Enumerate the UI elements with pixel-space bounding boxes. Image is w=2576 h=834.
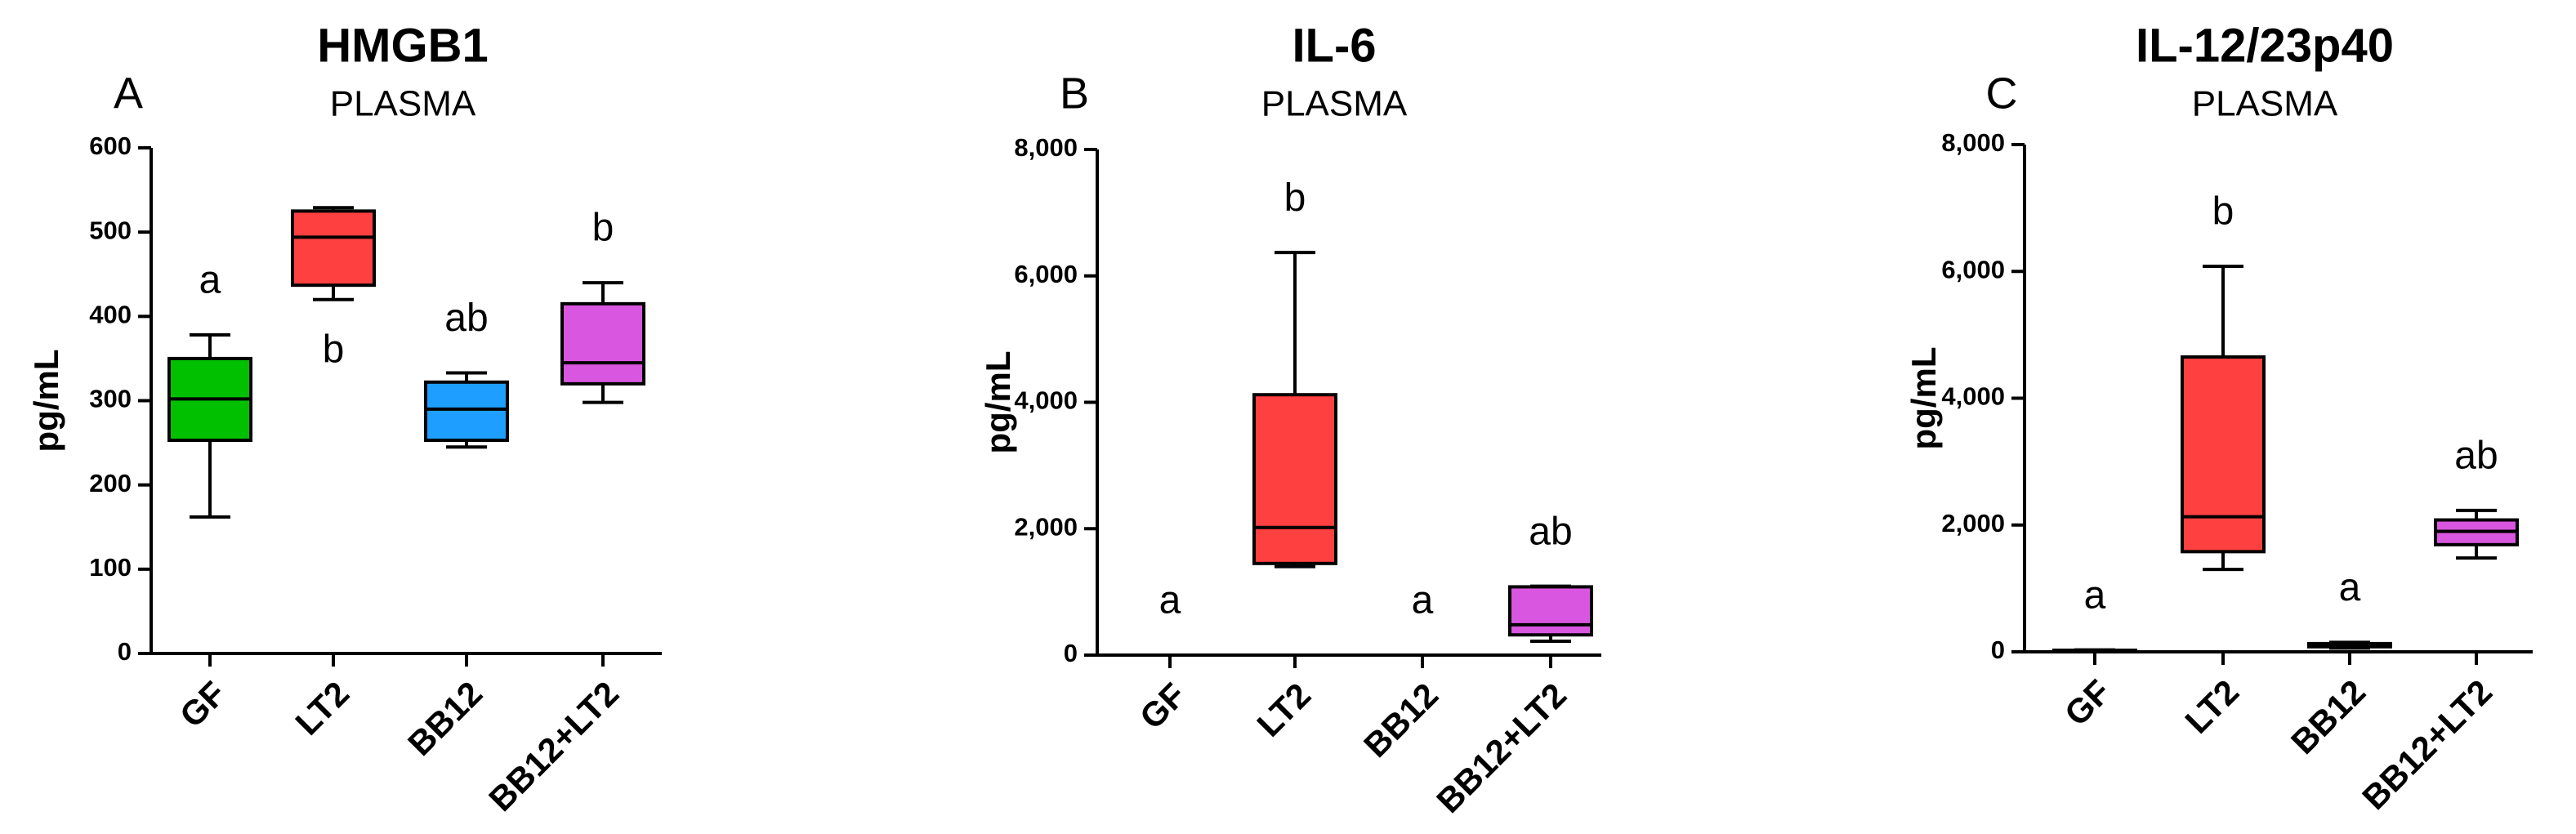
y-tick-label: 400 — [89, 301, 132, 329]
y-tick-label: 6,000 — [1014, 260, 1078, 288]
panel-label: A — [114, 69, 143, 118]
box — [560, 301, 645, 386]
y-tick-label: 6,000 — [1941, 255, 2005, 283]
significance-letter: ab — [444, 297, 488, 340]
x-tick-label: LT2 — [2177, 672, 2246, 741]
significance-letter: b — [1284, 176, 1306, 220]
y-tick-label: 500 — [89, 216, 132, 244]
x-tick-label: LT2 — [288, 674, 356, 743]
chart-title: IL-6 — [1292, 19, 1376, 72]
y-tick-label: 8,000 — [1941, 128, 2005, 157]
panel-label: C — [1986, 69, 2018, 118]
box — [1508, 585, 1593, 637]
x-tick-label: BB12+LT2 — [2355, 672, 2499, 817]
box — [424, 380, 509, 442]
significance-letter: a — [2084, 573, 2106, 617]
panel-label: B — [1060, 69, 1089, 118]
x-tick-label: BB12+LT2 — [1429, 676, 1574, 820]
x-tick-label: GF — [2057, 672, 2118, 733]
x-tick-label: BB12 — [2284, 672, 2373, 761]
significance-letter: b — [592, 207, 614, 250]
y-axis-label: pg/mL — [979, 351, 1017, 454]
chart-subtitle: PLASMA — [330, 84, 476, 124]
significance-letter: a — [2339, 566, 2361, 609]
x-tick-label: GF — [1132, 676, 1193, 736]
significance-letter: a — [1159, 579, 1181, 622]
y-tick-label: 200 — [89, 469, 132, 497]
y-axis-label: pg/mL — [27, 350, 65, 453]
y-tick-label: 4,000 — [1941, 382, 2005, 411]
x-tick-label: BB12 — [1356, 676, 1445, 765]
chart-title: IL-12/23p40 — [2136, 19, 2394, 72]
y-tick-label: 100 — [89, 553, 132, 582]
y-tick-label: 8,000 — [1014, 133, 1078, 162]
x-tick-label: BB12+LT2 — [481, 674, 626, 818]
significance-letter: b — [2212, 190, 2234, 234]
y-tick-label: 0 — [118, 637, 132, 666]
significance-letter: a — [1412, 579, 1434, 622]
y-axis-label: pg/mL — [1904, 347, 1943, 450]
significance-letter: ab — [1529, 510, 1572, 553]
x-tick-label: BB12 — [400, 674, 489, 763]
y-tick-label: 4,000 — [1014, 386, 1078, 415]
y-tick-label: 0 — [1991, 636, 2005, 664]
chart-title: HMGB1 — [317, 19, 488, 72]
chart-subtitle: PLASMA — [1261, 84, 1408, 124]
y-tick-label: 300 — [89, 385, 132, 413]
y-tick-label: 600 — [89, 132, 132, 160]
x-tick-label: GF — [172, 674, 233, 734]
y-tick-label: 0 — [1064, 639, 1078, 667]
box — [2181, 355, 2266, 554]
y-tick-label: 2,000 — [1014, 512, 1078, 541]
y-tick-label: 2,000 — [1941, 509, 2005, 537]
chart-subtitle: PLASMA — [2192, 84, 2338, 124]
significance-letter: a — [199, 259, 221, 302]
significance-letter: b — [323, 328, 345, 371]
box — [291, 209, 376, 288]
x-tick-label: LT2 — [1249, 676, 1318, 744]
significance-letter: ab — [2454, 435, 2498, 478]
box — [1252, 393, 1337, 565]
